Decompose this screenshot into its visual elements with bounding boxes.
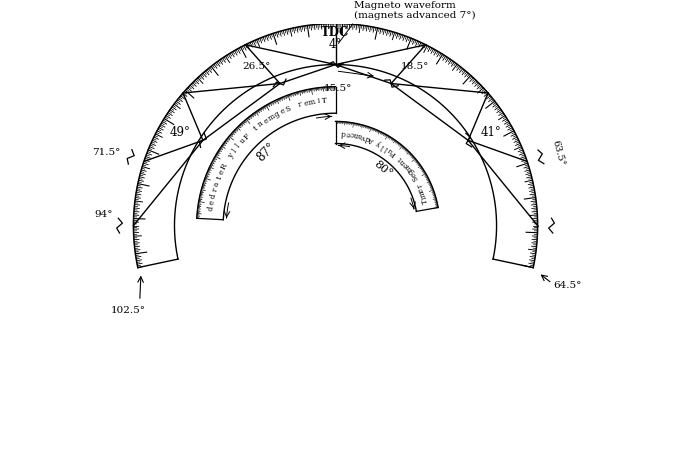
Text: e: e <box>208 199 217 205</box>
Text: 63.5°: 63.5° <box>550 139 566 167</box>
Text: l: l <box>384 144 390 152</box>
Text: S: S <box>284 105 292 114</box>
Text: T: T <box>322 96 328 105</box>
Text: T: T <box>421 198 430 205</box>
Text: 41°: 41° <box>481 126 502 139</box>
Text: 87°: 87° <box>254 141 278 164</box>
Text: 18.5°: 18.5° <box>401 62 429 71</box>
Text: l: l <box>230 148 239 154</box>
Text: 94°: 94° <box>94 210 112 219</box>
Text: u: u <box>238 137 247 146</box>
Text: v: v <box>361 133 367 142</box>
Text: n: n <box>257 120 266 129</box>
Text: e: e <box>217 169 226 176</box>
Text: r: r <box>297 101 303 109</box>
Text: e: e <box>345 129 351 137</box>
Text: n: n <box>353 130 359 139</box>
Text: t: t <box>396 155 404 163</box>
Text: n: n <box>399 157 408 166</box>
Text: c: c <box>349 130 355 138</box>
Text: d: d <box>207 205 215 211</box>
Text: e: e <box>262 116 270 126</box>
Text: 71.5°: 71.5° <box>92 148 121 157</box>
Text: l: l <box>380 142 386 150</box>
Text: S: S <box>411 174 420 183</box>
Text: i: i <box>317 97 320 105</box>
Text: 26.5°: 26.5° <box>242 62 270 71</box>
Text: l: l <box>235 142 242 149</box>
Text: e: e <box>409 171 418 178</box>
Text: d: d <box>209 192 218 199</box>
Text: u: u <box>386 146 395 155</box>
Text: TDC: TDC <box>322 26 350 39</box>
Text: e: e <box>279 107 286 116</box>
Text: y: y <box>226 152 235 160</box>
Text: y: y <box>376 139 384 148</box>
Text: m: m <box>266 112 277 123</box>
Text: m: m <box>404 163 414 173</box>
Text: e: e <box>417 186 426 193</box>
Text: d: d <box>365 134 372 143</box>
Text: R: R <box>219 162 229 171</box>
Text: i: i <box>420 195 428 200</box>
Text: t: t <box>253 124 260 132</box>
Text: m: m <box>308 98 317 106</box>
Text: r: r <box>415 183 424 189</box>
Text: 4°: 4° <box>329 38 342 50</box>
Text: e: e <box>402 160 411 169</box>
Text: a: a <box>357 131 364 140</box>
Text: A: A <box>368 135 376 145</box>
Text: 102.5°: 102.5° <box>111 305 146 315</box>
Text: g: g <box>273 110 281 119</box>
Text: e: e <box>303 99 309 108</box>
Text: Magneto waveform
(magnets advanced 7°): Magneto waveform (magnets advanced 7°) <box>355 1 476 21</box>
Text: F: F <box>242 132 251 142</box>
Text: 64.5°: 64.5° <box>553 281 582 290</box>
Text: m: m <box>418 189 428 198</box>
Text: g: g <box>406 167 415 176</box>
Text: d: d <box>341 128 346 137</box>
Text: a: a <box>213 180 221 187</box>
Text: 49°: 49° <box>169 126 190 139</box>
Text: 80°: 80° <box>372 159 394 179</box>
Text: 15.5°: 15.5° <box>324 84 353 92</box>
Text: r: r <box>210 187 219 192</box>
Text: F: F <box>389 149 398 157</box>
Text: t: t <box>215 175 224 181</box>
